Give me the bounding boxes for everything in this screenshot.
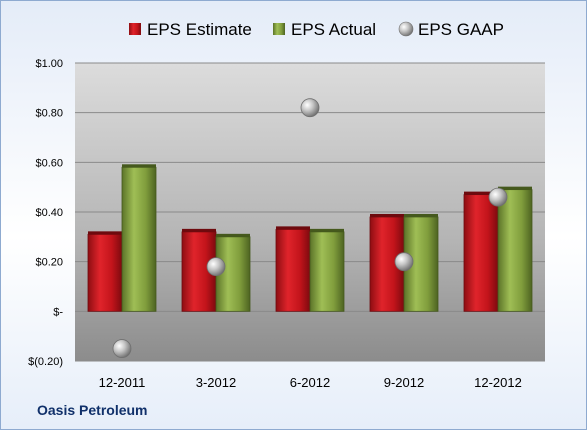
y-tick-label: $0.20 [35, 257, 63, 269]
y-tick-label: $0.40 [35, 207, 63, 219]
eps-gaap-legend-label: EPS GAAP [418, 20, 504, 39]
eps-gaap-point [394, 252, 414, 272]
x-tick-label: 12-2012 [474, 375, 522, 390]
eps-gaap-point [488, 187, 508, 207]
eps-actual-legend-swatch [273, 23, 285, 35]
eps-estimate-bar-cap [276, 226, 310, 230]
y-tick-label: $0.80 [35, 108, 63, 120]
eps-actual-legend-label: EPS Actual [291, 20, 376, 39]
eps-actual-bar-cap [404, 213, 438, 217]
eps-actual-bar-cap [216, 233, 250, 237]
y-tick-label: $1.00 [35, 58, 63, 70]
eps-gaap-legend-swatch [398, 21, 414, 37]
eps-estimate-bar-cap [464, 191, 498, 195]
eps-estimate-bar [463, 194, 499, 312]
eps-estimate-bar [275, 228, 311, 312]
y-tick-label: $(0.20) [28, 356, 63, 368]
eps-estimate-bar [87, 233, 123, 312]
eps-actual-bar [309, 231, 345, 312]
eps-gaap-point [112, 339, 132, 358]
eps-actual-bar [497, 189, 533, 312]
eps-actual-bar [121, 166, 157, 312]
company-name: Oasis Petroleum [37, 402, 148, 418]
eps-estimate-bar-cap [88, 231, 122, 235]
x-tick-label: 12-2011 [99, 375, 146, 390]
y-tick-label: $0.60 [35, 157, 63, 169]
x-tick-label: 6-2012 [290, 375, 330, 390]
y-tick-label: $- [53, 306, 63, 318]
x-tick-label: 3-2012 [196, 375, 236, 390]
eps-gaap-point [300, 98, 320, 118]
eps-estimate-bar-cap [370, 213, 404, 217]
eps-estimate-legend-swatch [129, 23, 141, 35]
eps-actual-bar-cap [498, 186, 532, 190]
x-tick-label: 9-2012 [384, 375, 424, 390]
eps-actual-bar-cap [310, 228, 344, 232]
eps-estimate-legend-label: EPS Estimate [147, 20, 252, 39]
eps-actual-bar-cap [122, 164, 156, 168]
eps-estimate-bar-cap [182, 228, 216, 232]
eps-gaap-point [206, 257, 226, 277]
